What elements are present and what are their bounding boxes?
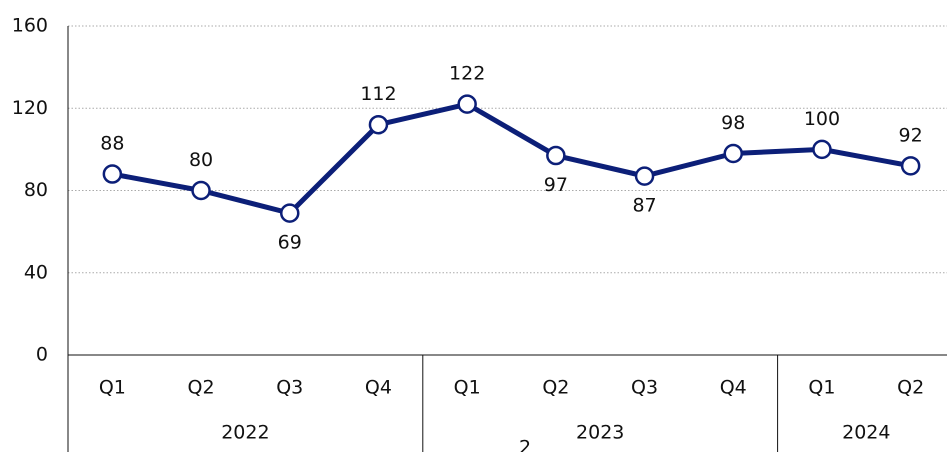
x-tick-label: Q4 [720,377,747,399]
marker [723,143,743,164]
x-tick-label: Q1 [99,377,126,399]
data-label: 92 [899,124,923,146]
line [111,101,912,216]
y-tick-label: 80 [24,179,48,201]
data-label: 69 [278,232,302,254]
x-tick-label: Q3 [276,377,303,399]
footer-text: 2 [519,437,531,452]
y-tick-label: 160 [12,15,48,37]
data-label: 97 [544,174,568,196]
group-label: 2023 [576,422,624,444]
marker [812,139,832,160]
marker [280,203,300,223]
marker [900,156,921,176]
data-label: 100 [804,108,840,130]
y-tick-label: 40 [24,261,48,283]
x-tick-label: Q4 [365,377,392,399]
x-tick-label: Q1 [808,377,835,399]
data-label: 87 [632,195,656,217]
group-label: 2024 [842,422,890,444]
x-tick-label: Q1 [454,377,481,399]
marker [102,164,123,184]
marker [457,94,477,114]
data-label: 112 [360,83,396,105]
x-tick-label: Q2 [188,377,215,399]
data-label: 98 [721,112,745,134]
x-tick-label: Q2 [897,377,924,399]
y-tick-label: 120 [12,97,48,119]
marker [368,114,389,135]
x-tick-label: Q3 [631,377,658,399]
marker [634,166,655,186]
x-tick-label: Q2 [542,377,569,399]
data-label: 80 [189,149,213,171]
y-tick-label: 0 [36,344,48,366]
group-label: 2022 [221,422,269,444]
marker [191,180,211,201]
data-label: 88 [100,133,124,155]
data-label: 122 [449,63,485,85]
marker [546,145,566,166]
